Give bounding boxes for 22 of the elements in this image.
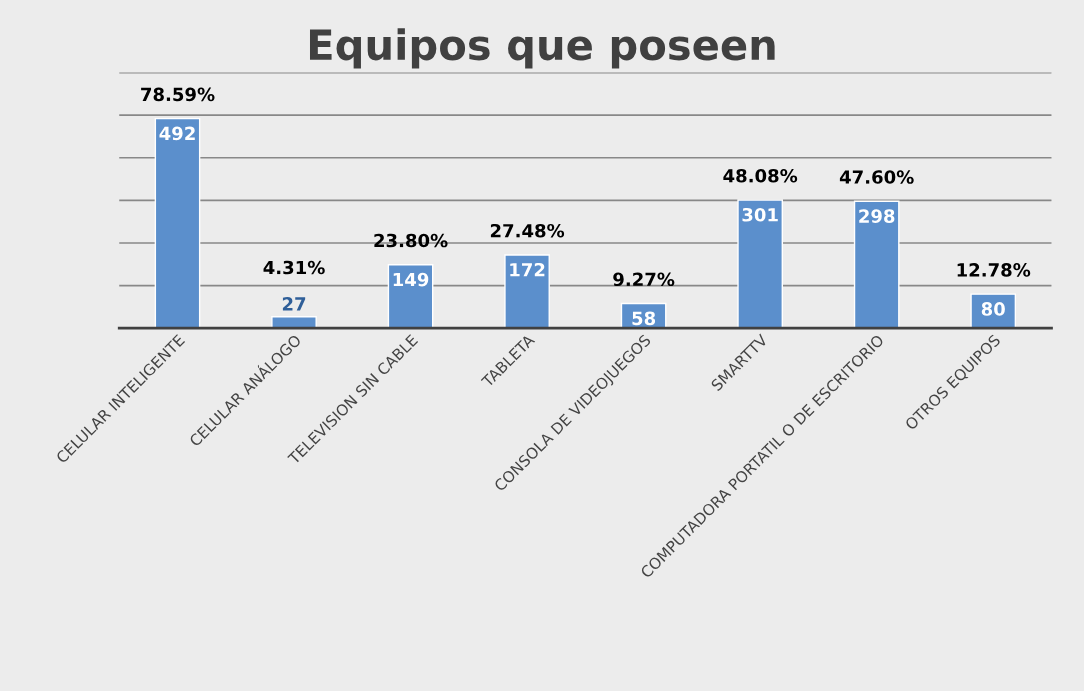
annotation: 47.60% — [839, 170, 914, 184]
annotation: 48.08% — [723, 168, 798, 183]
data-label: 80 — [981, 302, 1005, 316]
annotation: 9.27% — [613, 272, 675, 287]
annotation: 23.80% — [374, 233, 448, 248]
bar — [853, 200, 900, 329]
data-label: 149 — [393, 272, 429, 287]
data-label: 27 — [282, 297, 306, 311]
data-label: 492 — [159, 126, 195, 141]
data-label: 298 — [859, 209, 895, 223]
chart-title: Equipos que poseen — [309, 28, 775, 69]
bar — [271, 316, 317, 329]
data-label: 172 — [510, 262, 545, 277]
bar — [737, 199, 783, 329]
data-label: 301 — [742, 207, 778, 222]
data-label: 58 — [632, 311, 656, 326]
annotation: 78.59% — [141, 87, 215, 102]
annotation: 12.78% — [957, 263, 1031, 277]
bar — [504, 254, 550, 329]
bar — [154, 117, 201, 329]
annotation: 27.48% — [490, 223, 565, 238]
annotation: 4.31% — [263, 260, 325, 275]
